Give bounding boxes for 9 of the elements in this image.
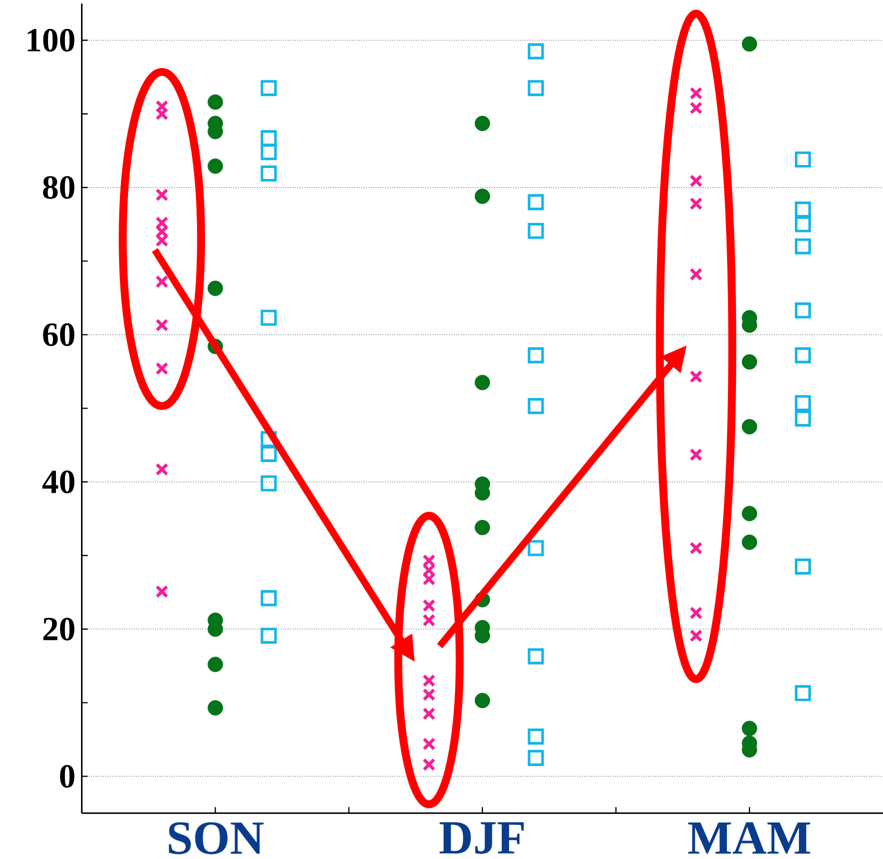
y-tick-label: 0 (60, 765, 74, 788)
y-tick-label: 40 (42, 470, 74, 494)
x-tick-label: SON (168, 822, 264, 854)
y-tick-label: 80 (43, 176, 74, 199)
x-tick-label: MAM (688, 822, 810, 854)
y-tick-label: 60 (43, 323, 74, 346)
y-tick-label: 20 (43, 618, 74, 641)
y-tick-label: 100 (28, 29, 74, 52)
x-tick-label: DJF (440, 822, 524, 854)
